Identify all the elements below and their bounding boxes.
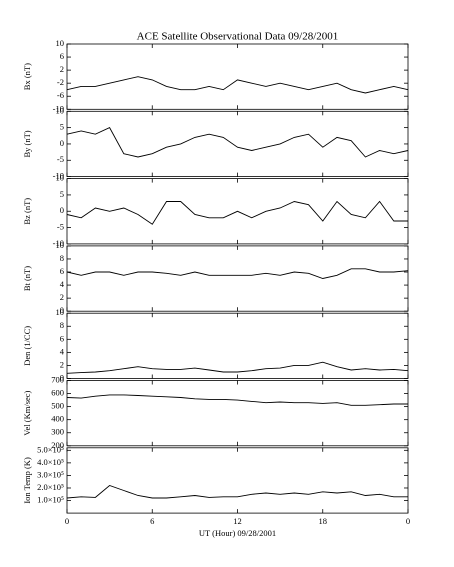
- y-tick-label: 6: [60, 333, 64, 343]
- panel-frame: [66, 312, 409, 379]
- y-tick-label: 700: [51, 374, 64, 384]
- data-line: [66, 268, 409, 279]
- y-tick-label: 6: [60, 266, 64, 276]
- panel-frame: [66, 43, 409, 110]
- x-tick-label: 18: [319, 516, 328, 526]
- data-line: [66, 200, 408, 225]
- y-tick-label: 5: [60, 122, 64, 132]
- y-tick-label: 400: [51, 414, 64, 424]
- data-line: [66, 76, 409, 94]
- y-axis-label: Ion Temp (K): [22, 457, 32, 504]
- y-tick-label: 10: [56, 240, 65, 250]
- y-tick-label: -5: [57, 222, 64, 232]
- panel-frame: [66, 447, 409, 514]
- y-tick-label: 0: [60, 205, 64, 215]
- chart-title: ACE Satellite Observational Data 09/28/2…: [137, 31, 339, 43]
- x-tick-label: 12: [233, 516, 242, 526]
- y-tick-label: 0: [60, 305, 64, 315]
- y-tick-label: -10: [53, 103, 64, 113]
- y-axis-label: Bt (nT): [22, 266, 32, 291]
- y-axis-label: Bz (nT): [22, 198, 32, 225]
- y-tick-label: 10: [56, 38, 65, 48]
- x-tick-label: 6: [150, 516, 154, 526]
- x-tick-label: 0: [65, 516, 69, 526]
- y-tick-label: 4.0×10⁵: [37, 457, 64, 467]
- y-tick-label: 600: [51, 388, 64, 398]
- data-line: [66, 127, 409, 158]
- panel-frame: [66, 245, 409, 312]
- y-tick-label: 2.0×10⁵: [37, 482, 64, 492]
- y-tick-label: 0: [60, 138, 64, 148]
- y-tick-label: 4: [60, 346, 65, 356]
- y-tick-label: 2: [60, 292, 64, 302]
- y-tick-label: -5: [57, 154, 64, 164]
- y-axis-label: Vel (Km/sec): [22, 390, 32, 435]
- y-tick-label: 2: [60, 64, 64, 74]
- y-tick-label: -6: [57, 90, 64, 100]
- y-axis-label: Bx (nT): [22, 63, 32, 90]
- y-tick-label: 8: [60, 253, 64, 263]
- y-tick-label: 500: [51, 401, 64, 411]
- y-tick-label: -10: [53, 171, 64, 181]
- data-line: [66, 394, 408, 406]
- y-tick-label: 200: [51, 440, 64, 450]
- y-axis-label: By (nT): [22, 130, 32, 157]
- y-tick-label: 10: [56, 173, 65, 183]
- y-tick-label: 1.0×10⁵: [37, 494, 64, 504]
- data-line: [66, 484, 408, 499]
- y-tick-label: 4: [60, 279, 65, 289]
- y-tick-label: 6: [60, 51, 64, 61]
- y-tick-label: 8: [60, 320, 64, 330]
- y-tick-label: 3.0×10⁵: [37, 469, 64, 479]
- y-tick-label: 5: [60, 189, 64, 199]
- y-tick-label: 10: [56, 105, 65, 115]
- y-tick-label: 0: [60, 372, 64, 382]
- x-tick-label: 0: [406, 516, 410, 526]
- y-tick-label: 2: [60, 359, 64, 369]
- x-axis-label: UT (Hour) 09/28/2001: [199, 528, 276, 538]
- y-tick-label: 5.0×10⁵: [37, 444, 64, 454]
- panel-frame: [66, 380, 409, 447]
- y-tick-label: 10: [56, 307, 65, 317]
- y-axis-label: Den (1/CC): [22, 326, 32, 366]
- y-tick-label: -2: [57, 77, 64, 87]
- y-tick-label: 300: [51, 427, 64, 437]
- y-tick-label: -10: [53, 238, 64, 248]
- data-line: [66, 361, 409, 374]
